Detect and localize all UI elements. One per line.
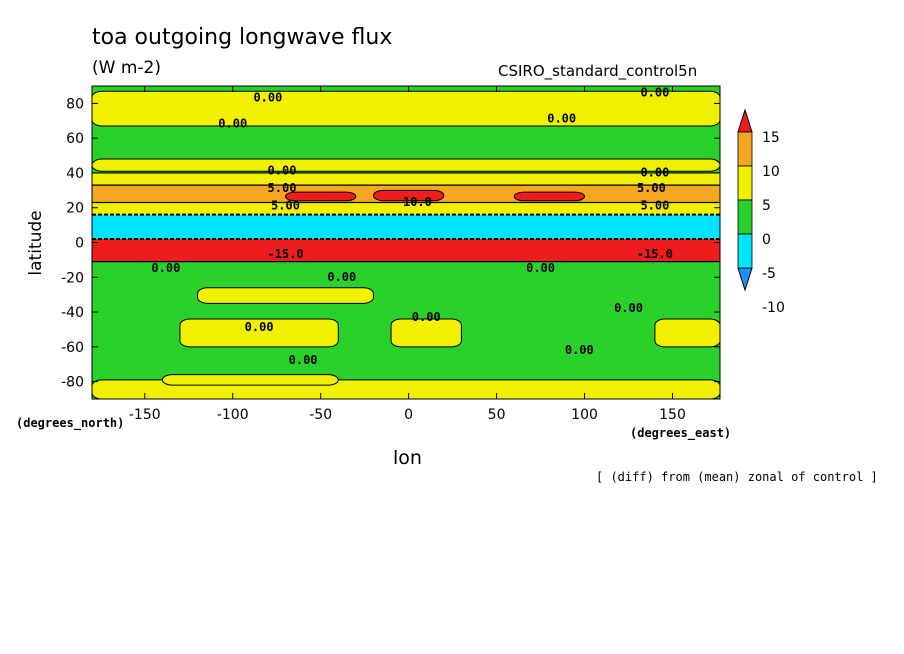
chart-subtitle: (W m-2)	[92, 58, 161, 78]
chart-title: toa outgoing longwave flux	[92, 25, 393, 50]
contour-label-9: 0.00	[151, 261, 180, 275]
anomaly-region-3	[372, 189, 445, 202]
contour-label-5: 0.00	[640, 165, 669, 179]
colorbar-box-2	[737, 199, 753, 235]
contour-label-20: -15.0	[637, 247, 673, 261]
x-tick-label-1: -100	[217, 407, 249, 423]
y-tick-label-6: 40	[66, 166, 84, 182]
x-tick-label-4: 50	[488, 407, 506, 423]
anomaly-region-8	[654, 318, 721, 348]
colorbar-label-5: -10	[762, 300, 785, 316]
y-tick-label-8: 80	[66, 96, 84, 112]
x-tick-label-5: 100	[571, 407, 598, 423]
contour-label-10: 0.00	[526, 261, 555, 275]
y-tick-label-1: -60	[61, 340, 84, 356]
contour-label-8: 10.0	[403, 195, 432, 209]
contour-label-7: 5.00	[637, 181, 666, 195]
anomaly-region-5	[197, 287, 374, 304]
contour-label-12: 0.00	[412, 310, 441, 324]
anomaly-region-1	[91, 158, 721, 172]
y-tick-label-3: -20	[61, 270, 84, 286]
colorbar-label-2: 5	[762, 198, 771, 214]
anomaly-region-4	[513, 191, 586, 202]
anomaly-region-7	[390, 318, 462, 348]
contour-label-2: 0.00	[547, 112, 576, 126]
contour-label-1: 0.00	[218, 117, 247, 131]
contour-label-14: 0.00	[245, 320, 274, 334]
contour-label-0: 0.00	[253, 91, 282, 105]
zonal-band-5	[92, 172, 720, 186]
contour-label-3: 0.00	[640, 85, 669, 99]
colorbar-bottom-arrow	[737, 267, 753, 292]
contour-label-18: 5.00	[640, 198, 669, 212]
y-units-label: (degrees_north)	[16, 416, 125, 430]
x-tick-label-0: -150	[129, 407, 161, 423]
colorbar-box-1	[737, 165, 753, 201]
x-tick-label-3: 0	[404, 407, 413, 423]
colorbar-top-arrow	[737, 108, 753, 133]
contour-label-19: -15.0	[267, 247, 303, 261]
colorbar-box-0	[737, 131, 753, 167]
diff-note: [ (diff) from (mean) zonal of control ]	[596, 470, 878, 484]
colorbar-label-0: 15	[762, 130, 780, 146]
anomaly-region-0	[91, 90, 721, 127]
contour-label-15: 0.00	[565, 343, 594, 357]
zonal-band-2	[92, 214, 720, 240]
contour-label-11: 0.00	[327, 270, 356, 284]
contour-label-13: 0.00	[614, 301, 643, 315]
colorbar-label-3: 0	[762, 232, 771, 248]
x-units-label: (degrees_east)	[630, 426, 732, 440]
y-tick-label-0: -80	[61, 375, 84, 391]
colorbar-box-3	[737, 233, 753, 269]
colorbar-label-1: 10	[762, 164, 780, 180]
x-axis-label: lon	[393, 447, 422, 469]
x-tick-label-2: -50	[309, 407, 332, 423]
y-tick-label-7: 60	[66, 131, 84, 147]
contour-label-16: 0.00	[289, 353, 318, 367]
contour-label-4: 0.00	[268, 164, 297, 178]
contour-label-6: 5.00	[268, 181, 297, 195]
anomaly-region-10	[161, 374, 339, 386]
run-label: CSIRO_standard_control5n	[498, 62, 698, 80]
anomaly-region-6	[179, 318, 339, 348]
zonal-band-1	[92, 239, 720, 262]
y-tick-label-5: 20	[66, 201, 84, 217]
anomaly-region-2	[285, 191, 357, 202]
y-tick-label-4: 0	[75, 236, 84, 252]
y-tick-label-2: -40	[61, 305, 84, 321]
colorbar-label-4: -5	[762, 266, 776, 282]
contour-label-17: 5.00	[271, 198, 300, 212]
zonal-band-3	[92, 202, 720, 215]
x-tick-label-6: 150	[659, 407, 686, 423]
